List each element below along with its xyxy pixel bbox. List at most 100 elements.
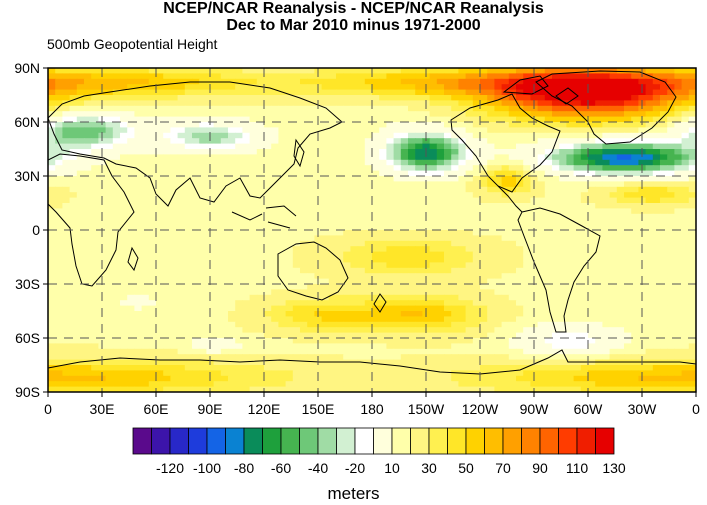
field-cell — [652, 343, 661, 350]
field-cell — [321, 289, 330, 296]
field-cell — [386, 132, 395, 139]
field-cell — [616, 251, 625, 258]
field-cell — [292, 343, 301, 350]
field-cell — [681, 294, 690, 301]
field-cell — [458, 149, 467, 155]
field-cell — [400, 89, 409, 96]
field-cell — [292, 327, 301, 334]
field-cell — [177, 251, 186, 258]
field-cell — [156, 111, 164, 118]
field-cell — [350, 332, 359, 339]
field-cell — [170, 267, 179, 274]
field-cell — [357, 143, 366, 150]
field-cell — [660, 176, 668, 182]
field-cell — [336, 219, 344, 226]
field-cell — [69, 289, 78, 296]
field-cell — [501, 197, 510, 204]
field-cell — [314, 267, 323, 274]
field-cell — [393, 235, 402, 242]
field-cell — [516, 300, 524, 307]
field-cell — [379, 284, 387, 290]
field-cell — [256, 316, 265, 323]
field-cell — [559, 240, 567, 247]
field-cell — [69, 246, 78, 253]
field-cell — [544, 359, 553, 366]
field-cell — [285, 284, 294, 290]
field-cell — [228, 246, 236, 253]
field-cell — [242, 203, 251, 209]
field-cell — [134, 240, 143, 247]
field-cell — [386, 197, 395, 204]
field-cell — [645, 116, 654, 123]
field-cell — [148, 105, 157, 112]
field-cell — [458, 192, 467, 199]
field-cell — [494, 327, 503, 334]
field-cell — [573, 219, 582, 226]
field-cell — [120, 127, 128, 134]
field-cell — [681, 192, 690, 199]
field-cell — [436, 240, 445, 247]
field-cell — [552, 354, 560, 361]
field-cell — [595, 213, 603, 220]
field-cell — [156, 122, 164, 128]
field-cell — [688, 321, 696, 328]
field-cell — [184, 154, 193, 161]
field-cell — [487, 321, 495, 328]
field-cell — [84, 73, 92, 80]
field-cell — [645, 300, 654, 307]
field-cell — [170, 365, 179, 371]
field-cell — [667, 316, 675, 323]
field-cell — [48, 89, 56, 96]
field-cell — [372, 327, 380, 334]
field-cell — [494, 224, 503, 231]
field-cell — [228, 240, 236, 247]
field-cell — [278, 154, 287, 161]
field-cell — [480, 230, 488, 236]
field-cell — [667, 208, 675, 215]
field-cell — [494, 78, 503, 85]
field-cell — [220, 89, 229, 96]
field-cell — [206, 127, 215, 134]
field-cell — [112, 89, 121, 96]
field-cell — [314, 154, 323, 161]
field-cell — [148, 203, 157, 209]
field-cell — [328, 116, 337, 123]
field-cell — [487, 78, 495, 85]
field-cell — [213, 257, 222, 263]
field-cell — [494, 284, 503, 290]
field-cell — [249, 219, 258, 226]
field-cell — [609, 273, 618, 280]
field-cell — [372, 294, 380, 301]
field-cell — [55, 262, 63, 269]
field-cell — [321, 132, 330, 139]
field-cell — [328, 343, 337, 350]
field-cell — [544, 143, 553, 150]
field-cell — [156, 305, 164, 312]
field-cell — [127, 165, 135, 172]
field-cell — [537, 359, 546, 366]
field-cell — [62, 203, 71, 209]
field-cell — [552, 230, 560, 236]
field-cell — [228, 116, 236, 123]
field-cell — [235, 95, 243, 101]
field-cell — [602, 338, 611, 344]
field-cell — [256, 68, 265, 74]
field-cell — [256, 154, 265, 161]
field-cell — [472, 73, 481, 80]
field-cell — [616, 332, 625, 339]
field-cell — [357, 73, 366, 80]
field-cell — [624, 116, 632, 123]
field-cell — [184, 338, 193, 344]
field-cell — [393, 294, 402, 301]
field-cell — [429, 197, 438, 204]
field-cell — [588, 284, 596, 290]
field-cell — [458, 165, 467, 172]
field-cell — [573, 89, 582, 96]
field-cell — [516, 100, 524, 107]
field-cell — [336, 235, 344, 242]
field-cell — [300, 354, 308, 361]
field-cell — [69, 267, 78, 274]
field-cell — [242, 89, 251, 96]
field-cell — [624, 132, 632, 139]
field-cell — [343, 95, 351, 101]
